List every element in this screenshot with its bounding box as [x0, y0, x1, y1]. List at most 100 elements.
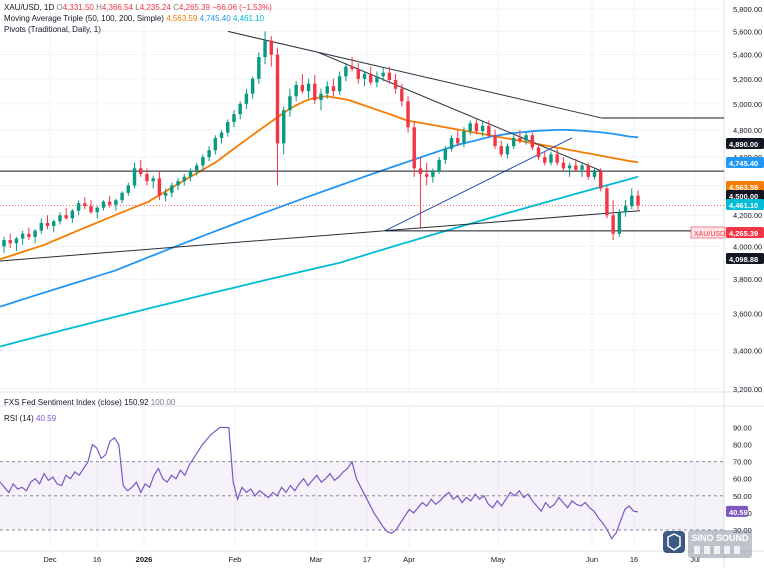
candle-body — [536, 147, 541, 158]
time-axis[interactable]: Dec 16 2026 Feb Mar 17 Apr May Jun 16 Jul — [43, 555, 700, 564]
candle-body — [369, 73, 373, 83]
candle-body — [126, 185, 131, 193]
candle-body — [468, 123, 472, 132]
ohlc-high: 4,366.54 — [101, 3, 133, 12]
candles[interactable] — [2, 31, 640, 253]
rsi-value: 40.59 — [36, 414, 57, 423]
logo-text: SINO SOUND — [691, 533, 749, 543]
ohlc-h-label: H — [96, 3, 102, 12]
candle-body — [250, 78, 255, 94]
candle-body — [530, 135, 535, 148]
candle-body — [487, 125, 491, 136]
candle-body — [207, 150, 211, 158]
candle-body — [424, 174, 429, 177]
candle-body — [232, 114, 236, 122]
trendline — [0, 210, 641, 262]
trendline — [317, 51, 603, 172]
time-tick-label: Jun — [586, 555, 598, 564]
price-tick-label: 3,400.00 — [733, 346, 762, 355]
time-tick-label: 16 — [93, 555, 101, 564]
candle-body — [406, 101, 410, 128]
candle-body — [132, 168, 137, 186]
ohlc-close: 4,265.39 — [178, 3, 210, 12]
candle-body — [269, 40, 273, 55]
trendline — [384, 137, 573, 232]
ohlc-change: −66.06 (−1.53%) — [212, 3, 272, 12]
candle-body — [157, 178, 162, 196]
candle-body — [437, 159, 441, 172]
sentiment-value: 150.92 — [124, 398, 149, 407]
axis-tag-ma50 — [726, 181, 764, 192]
ohlc-open: 4,331.50 — [62, 3, 94, 12]
candle-body — [518, 137, 522, 141]
time-tick-label: Jul — [690, 555, 700, 564]
candle-body — [511, 137, 516, 147]
candle-body — [120, 192, 124, 201]
candle-body — [443, 148, 448, 160]
candle-body — [275, 54, 280, 144]
candle-body — [45, 222, 50, 226]
candle-body — [151, 178, 155, 182]
sentiment-legend[interactable]: FXS Fed Sentiment Index (close) 150.92 1… — [4, 398, 175, 407]
candle-body — [630, 195, 634, 207]
axis-tag-price — [726, 227, 764, 238]
candle-body — [139, 168, 143, 175]
candle-body — [14, 238, 19, 244]
symbol-legend[interactable]: XAU/USD, 1D O4,331.50 H4,366.54 L4,235.2… — [4, 3, 272, 12]
rsi-label: RSI (14) — [4, 414, 34, 423]
candle-body — [182, 176, 186, 182]
ma-legend-label: Moving Average Triple (50, 100, 200, Sim… — [4, 14, 164, 23]
candle-body — [617, 212, 622, 234]
price-tick-label: 3,800.00 — [733, 275, 762, 284]
ma50-value: 4,563.59 — [166, 14, 198, 23]
candle-body — [331, 86, 336, 92]
candle-body — [263, 40, 267, 58]
axis-tag-label: 4,500.00 — [729, 192, 758, 201]
candle-body — [499, 146, 503, 155]
axis-tag-label: 4,461.10 — [729, 201, 758, 210]
rsi-legend[interactable]: RSI (14) 40.59 — [4, 414, 56, 423]
axis-tag-ma100 — [726, 157, 764, 168]
candle-body — [555, 154, 559, 163]
axis-tag-label: 4,745.40 — [729, 159, 758, 168]
candle-body — [294, 84, 298, 97]
symbol-tag-label: XAU/USD — [694, 231, 725, 238]
time-tick-label: 2026 — [136, 555, 153, 564]
time-tick-label: Mar — [310, 555, 323, 564]
candle-body — [574, 165, 578, 170]
time-tick-label: 17 — [363, 555, 371, 564]
candle-body — [244, 93, 249, 104]
candle-body — [145, 174, 149, 182]
candle-body — [325, 86, 329, 94]
time-tick-label: Dec — [43, 555, 57, 564]
candle-body — [592, 171, 597, 177]
price-tick-label: 5,400.00 — [733, 51, 762, 60]
time-tick-label: Apr — [403, 555, 415, 564]
symbol-tag — [690, 226, 726, 239]
pivots-legend[interactable]: Pivots (Traditional, Daily, 1) — [4, 25, 101, 34]
candle-body — [2, 240, 6, 247]
candle-body — [431, 171, 435, 177]
rsi-tick-label: 50.00 — [733, 492, 752, 501]
candle-body — [64, 215, 68, 219]
candle-body — [524, 135, 528, 141]
ma-legend[interactable]: Moving Average Triple (50, 100, 200, Sim… — [4, 14, 264, 23]
symbol-title: XAU/USD, 1D — [4, 3, 55, 12]
time-tick-label: May — [491, 555, 505, 564]
candle-body — [219, 132, 224, 138]
candle-body — [176, 181, 180, 186]
price-tick-label: 5,200.00 — [733, 75, 762, 84]
ohlc-c-label: C — [173, 3, 179, 12]
candle-body — [257, 57, 261, 79]
candle-body — [586, 165, 590, 177]
candle-body — [8, 240, 12, 244]
trendline — [227, 30, 603, 119]
candle-body — [107, 201, 112, 205]
candle-body — [300, 84, 305, 92]
price-tick-label: 4,200.00 — [733, 211, 762, 220]
candle-body — [226, 121, 230, 133]
candle-body — [319, 93, 323, 101]
rsi-pane — [0, 426, 724, 540]
candle-body — [238, 103, 242, 115]
